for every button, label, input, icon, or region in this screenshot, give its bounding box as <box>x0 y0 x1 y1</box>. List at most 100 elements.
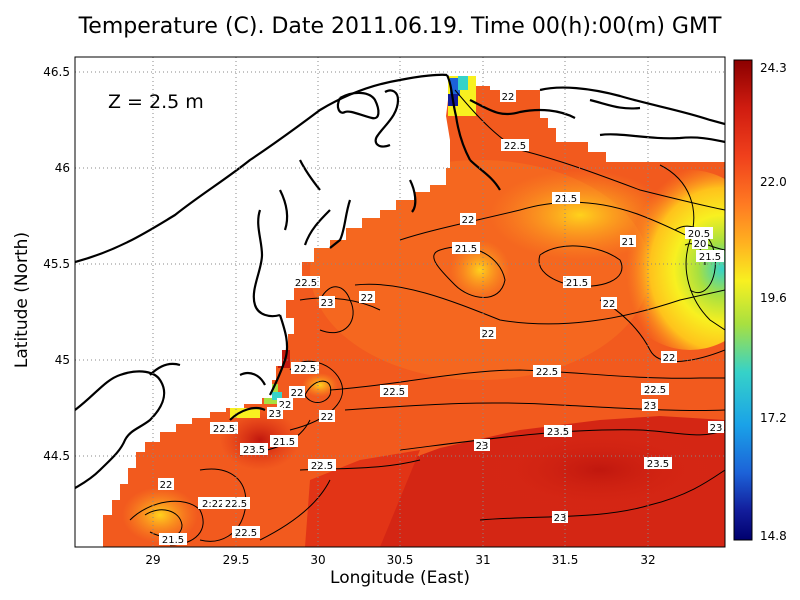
contour-label: 23 <box>554 513 567 524</box>
x-tick: 29.5 <box>223 553 250 567</box>
contour-label: 23 <box>644 401 657 412</box>
contour-label: 22 <box>279 400 292 411</box>
contour-label: 22.5 <box>644 385 666 396</box>
contour-label: 21.5 <box>162 535 184 546</box>
contour-label: 20.5 <box>688 229 710 240</box>
contour-label: 22 <box>361 293 374 304</box>
contour-label: 21.5 <box>273 437 295 448</box>
x-axis-label: Longitude (East) <box>330 568 470 588</box>
contour-label: 22.5 <box>225 499 247 510</box>
plume-zone <box>230 408 260 418</box>
contour-label-box <box>644 457 672 469</box>
y-tick: 45 <box>55 353 70 367</box>
x-tick: 31.5 <box>552 553 579 567</box>
warm-sw-zone <box>305 450 420 547</box>
colorbar-labels: 24.3 22.0 19.6 17.2 14.8 <box>760 61 787 543</box>
contour-label-box <box>292 276 320 288</box>
contour-label: 21.5 <box>455 244 477 255</box>
contour-label-box <box>696 250 724 262</box>
contour-label: 22.5 <box>235 528 257 539</box>
x-tick-labels: 29 29.5 30 30.5 31 31.5 32 <box>145 553 655 567</box>
x-tick: 32 <box>640 553 655 567</box>
contour-label-box <box>563 276 591 288</box>
contour-label-box <box>291 362 319 374</box>
contour-label: 20 <box>694 239 707 250</box>
contour-label: 22 <box>482 329 495 340</box>
contour-label: 21.5 <box>555 194 577 205</box>
contour-label-box <box>210 422 238 434</box>
y-tick-labels: 46.5 46 45.5 45 44.5 <box>43 65 70 463</box>
contour-label: 22 <box>603 299 616 310</box>
map-title: Temperature (C). Date 2011.06.19. Time 0… <box>78 14 722 39</box>
contour-label-box <box>544 425 572 437</box>
contour-label-box <box>501 139 529 151</box>
contour-label: 23.5 <box>547 427 569 438</box>
colorbar-tick: 17.2 <box>760 411 787 425</box>
plot-frame <box>74 56 726 548</box>
contour-label: 22.5 <box>504 141 526 152</box>
contour-label: 23.5 <box>243 445 265 456</box>
x-tick: 30 <box>310 553 325 567</box>
colorbar-tick: 22.0 <box>760 175 787 189</box>
contour-label-box <box>661 351 677 363</box>
contour-label: 23 <box>476 441 489 452</box>
land-northwest <box>75 57 450 547</box>
contour-label-box <box>601 297 617 309</box>
contour-label: 21 <box>622 237 635 248</box>
cool-zone-center <box>450 240 510 300</box>
contour-label-box <box>452 242 480 254</box>
contour-label-box <box>552 511 568 523</box>
contour-label-box <box>319 296 335 308</box>
colorbar-tick: 14.8 <box>760 529 787 543</box>
depth-label: Z = 2.5 m <box>108 91 204 113</box>
contour-label-box <box>642 399 658 411</box>
cool-eddy <box>302 373 338 397</box>
y-tick: 46 <box>55 161 70 175</box>
y-axis-label: Latitude (North) <box>12 231 32 369</box>
contour-label-box <box>460 213 476 225</box>
contour-label: 21.5 <box>699 252 721 263</box>
contour-label: 23.5 <box>647 459 669 470</box>
grid-lines <box>75 57 725 547</box>
y-tick: 46.5 <box>43 65 70 79</box>
contour-label-box <box>359 291 375 303</box>
contour-label-box <box>685 227 713 239</box>
contour-label: 22 <box>321 412 334 423</box>
contour-label-box <box>692 237 708 249</box>
colorbar-tick: 19.6 <box>760 291 787 305</box>
contour-label: 22 <box>462 215 475 226</box>
contour-label: 22.5 <box>536 367 558 378</box>
contour-label: 22.5 <box>294 364 316 375</box>
y-tick: 44.5 <box>43 449 70 463</box>
contour-label: 23 <box>710 423 723 434</box>
contour-label-box <box>159 533 187 545</box>
contour-label: 22 <box>663 353 676 364</box>
contour-lines <box>129 89 725 546</box>
colorbar-tick: 24.3 <box>760 61 787 75</box>
contour-label-box <box>270 435 298 447</box>
land-northeast <box>476 57 725 162</box>
contour-label: 22.5 <box>311 461 333 472</box>
x-tick: 31 <box>475 553 490 567</box>
contour-label: 22.5 <box>383 387 405 398</box>
contour-label-box <box>474 439 490 451</box>
contour-label-box <box>500 90 516 102</box>
contour-label-box <box>641 383 669 395</box>
contour-label-box <box>240 443 268 455</box>
contour-label: 22.5 <box>213 424 235 435</box>
contour-label-box <box>620 235 636 247</box>
x-tick: 29 <box>145 553 160 567</box>
contour-label-box <box>267 407 283 419</box>
contour-label: 22 <box>291 388 304 399</box>
contour-label-box <box>533 365 561 377</box>
contour-label-box <box>289 386 305 398</box>
contour-label-box <box>232 526 260 538</box>
contour-label: 23 <box>269 409 282 420</box>
coastline <box>75 73 725 489</box>
contour-label-box <box>158 478 174 490</box>
contour-label: 21.5 <box>566 278 588 289</box>
contour-label: 22 <box>160 480 173 491</box>
y-tick: 45.5 <box>43 257 70 271</box>
